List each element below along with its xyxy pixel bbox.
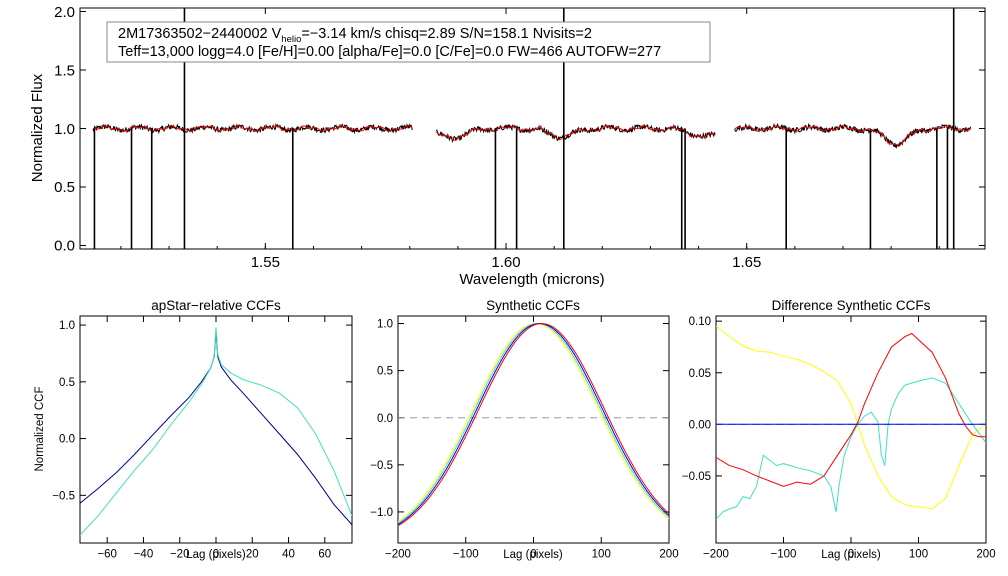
synthetic-ccf-xtick-label: 0	[530, 549, 536, 561]
synthetic-ccf-ytick-label: −1.0	[370, 507, 393, 519]
apstar-ccf-xlabel: Lag (pixels)	[186, 549, 246, 561]
synthetic-ccf-ytick-label: −0.5	[370, 460, 393, 472]
spectrum-ytick-label: 1.5	[54, 62, 75, 79]
synthetic-ccf-2-line	[398, 323, 669, 524]
apstar-ccf-xtick-label: −40	[134, 549, 154, 561]
apstar-ccf-xtick-label: 40	[282, 549, 295, 561]
synthetic-ccf-ytick-label: 0.0	[377, 413, 393, 425]
apstar-ccf-xtick-label: −20	[170, 549, 190, 561]
spectrum-panel: 1.55 1.60 1.65 0.0 0.5 1.0 1.5 2.0 Normalized F…	[29, 4, 986, 288]
difference-ccf-xtick-label: −100	[771, 549, 797, 561]
synthetic-ccf-4-line	[398, 322, 669, 527]
apstar-ccf-title: apStar−relative CCFs	[151, 298, 281, 313]
spectrum-ytick-label: 0.5	[54, 179, 75, 196]
info-line-1-suffix: =−3.14 km/s chisq=2.89 S/N=158.1 Nvisits…	[301, 26, 592, 42]
apstar-ccf-ylabel: Normalized CCF	[34, 387, 46, 472]
apstar-ccf-panel: apStar−relative CCFs −60 −40 −20 0 20 40 60 −0.…	[34, 298, 353, 561]
synthetic-ccf-ticks: −200 −100 0 100 200 −1.0 −0.5 0.0 0.5 1.0	[370, 316, 679, 561]
difference-ccf-xtick-label: 100	[909, 549, 928, 561]
apstar-ccf-ytick-label: 0.5	[59, 377, 75, 389]
spectrum-ylabel: Normalized Flux	[29, 73, 46, 182]
spectrum-ytick-label: 1.0	[54, 121, 75, 138]
synthetic-ccf-1-line	[398, 322, 669, 523]
difference-ccf-ytick-label: −0.05	[682, 471, 711, 483]
model-spectrum-line	[93, 125, 971, 146]
difference-ccf-xtick-label: 200	[976, 549, 995, 561]
apstar-ccf-frame	[79, 315, 353, 544]
apstar-ccf-ticks: −60 −40 −20 0 20 40 60 −0.5 0.0 0.5 1.0	[52, 316, 352, 561]
apstar-ccf-xtick-label: 0	[213, 549, 219, 561]
spectrum-info-box: 2M17363502−2440002 Vhelio=−3.14 km/s chi…	[106, 21, 711, 63]
spectrum-xlabel: Wavelength (microns)	[459, 271, 604, 288]
synthetic-ccf-frame	[397, 315, 670, 544]
difference-ccf-ytick-label: 0.00	[689, 419, 711, 431]
synthetic-ccf-panel: Synthetic CCFs −200 −100 0 100 200 −1.0 −0.5 0.…	[370, 298, 678, 561]
spectrum-ytick-label: 2.0	[54, 4, 75, 21]
difference-ccf-xtick-label: −200	[703, 549, 729, 561]
difference-ccf-2-line	[716, 377, 986, 520]
spectrum-ytick-label: 0.0	[54, 238, 75, 255]
spectrum-spikes	[93, 8, 955, 249]
info-line-1: 2M17363502−2440002 Vhelio=−3.14 km/s chi…	[118, 26, 592, 45]
info-line-2: Teff=13,000 logg=4.0 [Fe/H]=0.00 [alpha/…	[118, 44, 661, 60]
info-line-1-subscript: helio	[281, 34, 301, 45]
difference-ccf-panel: Difference Synthetic CCFs −200 −100 0 100 20…	[682, 298, 996, 561]
spectrum-xtick-label: 1.55	[251, 254, 280, 271]
difference-ccf-xlabel: Lag (pixels)	[821, 549, 881, 561]
synthetic-ccf-xtick-label: 200	[659, 549, 678, 561]
synthetic-ccf-xtick-label: 100	[592, 549, 611, 561]
difference-ccf-1-line	[716, 325, 986, 510]
synthetic-ccf-xtick-label: −200	[385, 549, 411, 561]
synthetic-ccf-ytick-label: 1.0	[377, 319, 393, 331]
apstar-ccf-xtick-label: 20	[246, 549, 259, 561]
apstar-ccf-ytick-label: −0.5	[52, 490, 75, 502]
spectrum-ticks: 1.55 1.60 1.65 0.0 0.5 1.0 1.5 2.0	[54, 4, 985, 271]
synthetic-ccf-xtick-label: −100	[453, 549, 479, 561]
apstar-ccf-ytick-label: 0.0	[59, 434, 75, 446]
apstar-ccf-xtick-label: −60	[97, 549, 117, 561]
synthetic-ccf-3-line	[398, 322, 669, 526]
info-line-1-prefix: 2M17363502−2440002 V	[118, 26, 282, 42]
difference-ccf-3-line	[716, 332, 986, 487]
difference-ccf-xtick-label: 0	[848, 549, 854, 561]
difference-ccf-frame	[715, 315, 987, 544]
spectrum-xtick-label: 1.65	[732, 254, 761, 271]
synthetic-ccf-ytick-label: 0.5	[377, 366, 393, 378]
spectrum-xtick-label: 1.60	[491, 254, 520, 271]
synthetic-ccf-title: Synthetic CCFs	[486, 298, 580, 313]
difference-ccf-title: Difference Synthetic CCFs	[772, 298, 931, 313]
synthetic-ccf-xlabel: Lag (pixels)	[503, 549, 563, 561]
difference-ccf-ytick-label: 0.10	[689, 316, 711, 328]
difference-ccf-ticks: −200 −100 0 100 200 −0.05 0.00 0.05 0.10	[682, 316, 996, 561]
apstar-ccf-xtick-label: 60	[318, 549, 331, 561]
difference-ccf-ytick-label: 0.05	[689, 368, 711, 380]
apstar-ccf-visit-2-line	[80, 327, 352, 536]
apstar-ccf-ytick-label: 1.0	[59, 320, 75, 332]
